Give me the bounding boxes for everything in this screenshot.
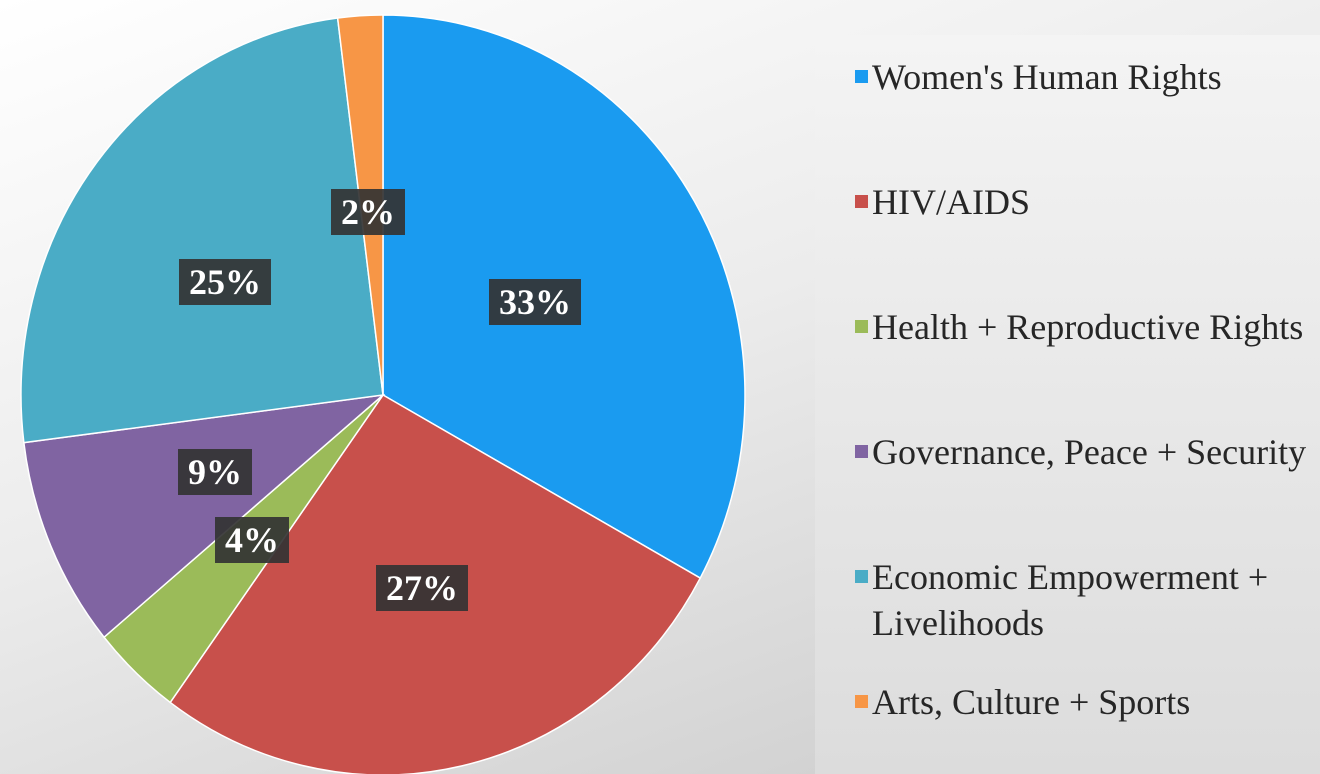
data-label: 33% — [499, 282, 571, 322]
legend-swatch — [855, 320, 868, 333]
legend-swatch — [855, 695, 868, 708]
data-label: 27% — [386, 568, 458, 608]
chart: 33% 27% 4% 9% 25% 2% — [20, 14, 746, 774]
legend-label: Women's Human Rights — [872, 57, 1222, 97]
legend-panel — [815, 35, 1320, 774]
legend-label: Economic Empowerment + Livelihoods — [872, 557, 1269, 643]
data-label: 9% — [188, 452, 242, 492]
data-label: 25% — [189, 262, 261, 302]
legend-item: Health + Reproductive Rights — [855, 304, 1315, 350]
data-label-box — [489, 279, 581, 325]
data-label: 4% — [225, 520, 279, 560]
legend-item: Governance, Peace + Security — [855, 429, 1315, 475]
legend-item: Women's Human Rights — [855, 54, 1315, 100]
legend-item: Arts, Culture + Sports — [855, 679, 1315, 725]
data-label-box — [215, 517, 289, 563]
data-label-box — [179, 259, 271, 305]
legend-label: Arts, Culture + Sports — [872, 682, 1191, 722]
legend-label: Health + Reproductive Rights — [872, 307, 1304, 347]
data-label-box — [376, 565, 468, 611]
legend-label: Governance, Peace + Security — [872, 432, 1307, 472]
pie-slice — [23, 393, 386, 639]
legend-swatch — [855, 445, 868, 458]
pie-slice — [20, 17, 384, 444]
legend-item: HIV/AIDS — [855, 179, 1315, 225]
data-label-box — [331, 189, 405, 235]
legend-label: HIV/AIDS — [872, 182, 1030, 222]
data-label: 2% — [341, 192, 395, 232]
data-label-box — [178, 449, 252, 495]
legend-item: Economic Empowerment + Livelihoods — [855, 554, 1315, 646]
legend-swatch — [855, 195, 868, 208]
legend-swatch — [855, 70, 868, 83]
legend-swatch — [855, 570, 868, 583]
